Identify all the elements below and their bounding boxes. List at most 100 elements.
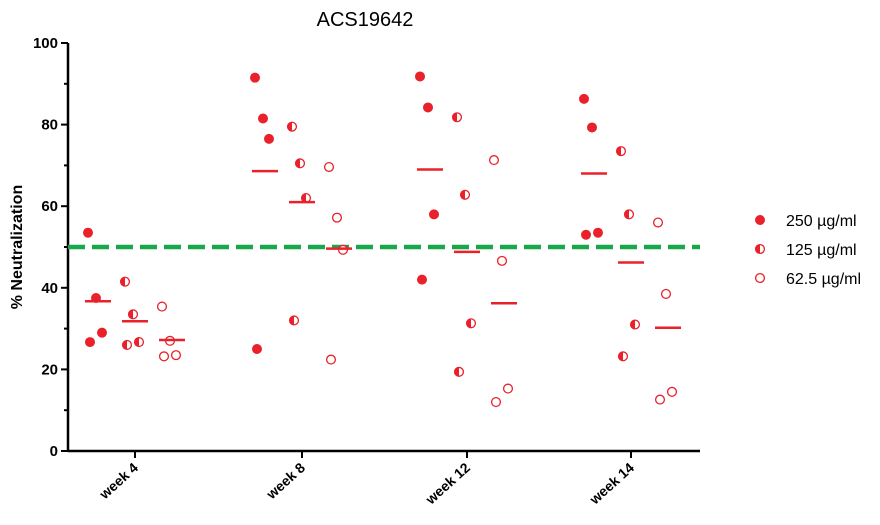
marker-shape xyxy=(83,227,93,238)
data-point xyxy=(97,327,107,338)
marker-shape xyxy=(325,354,337,365)
legend-marker xyxy=(754,243,766,255)
marker-shape xyxy=(156,301,168,312)
marker-shape xyxy=(754,272,766,284)
marker-shape xyxy=(170,350,182,361)
marker-shape xyxy=(85,337,95,348)
y-axis-label: % Neutralization xyxy=(9,185,26,309)
data-point xyxy=(121,339,133,350)
marker-half xyxy=(301,193,306,203)
data-point xyxy=(451,112,463,123)
marker-shape xyxy=(158,351,170,362)
legend: 250 µg/ml 125 µg/ml 62.5 µg/ml xyxy=(754,213,861,288)
data-point xyxy=(415,71,425,82)
data-point xyxy=(654,394,666,405)
legend-label: 250 µg/ml xyxy=(786,213,857,230)
data-point xyxy=(331,212,343,223)
marker-shape xyxy=(488,155,500,166)
x-tick-label: week 4 xyxy=(95,459,141,502)
marker-half xyxy=(122,340,127,350)
data-point xyxy=(429,209,439,220)
data-point xyxy=(453,366,465,377)
legend-marker xyxy=(755,215,765,225)
data-point xyxy=(300,192,312,204)
y-tick-label: 0 xyxy=(50,443,58,460)
data-point xyxy=(156,301,168,312)
marker-half xyxy=(616,146,621,156)
data-point xyxy=(652,217,664,228)
data-point xyxy=(264,133,274,144)
marker-half xyxy=(618,351,623,361)
data-point xyxy=(502,383,514,394)
legend-label: 62.5 µg/ml xyxy=(786,271,861,288)
marker-shape xyxy=(579,93,589,104)
marker-half xyxy=(287,122,292,132)
y-tick-label: 80 xyxy=(41,117,58,134)
data-point xyxy=(119,276,131,287)
marker-shape xyxy=(654,394,666,405)
data-point xyxy=(170,350,182,361)
data-point xyxy=(593,227,603,238)
marker-shape xyxy=(587,122,597,133)
marker-half xyxy=(452,112,457,122)
marker-shape xyxy=(423,102,433,113)
marker-half xyxy=(630,320,635,329)
marker-half xyxy=(134,337,139,347)
y-tick-label: 40 xyxy=(41,280,58,297)
marker-shape xyxy=(660,288,672,299)
marker-half xyxy=(466,318,471,328)
marker-shape xyxy=(258,113,268,124)
y-tick-label: 60 xyxy=(41,198,58,215)
data-point xyxy=(488,155,500,166)
data-point xyxy=(133,337,145,348)
data-point xyxy=(617,351,629,362)
data-point xyxy=(629,319,641,330)
data-point xyxy=(258,113,268,124)
marker-half xyxy=(289,316,294,325)
data-point xyxy=(579,93,589,104)
marker-shape xyxy=(250,72,260,83)
marker-shape xyxy=(323,161,335,173)
marker-shape xyxy=(666,386,678,397)
marker-shape xyxy=(496,255,508,266)
marker-shape xyxy=(331,212,343,223)
data-point xyxy=(325,354,337,365)
x-tick-label: week 14 xyxy=(586,459,638,508)
data-point xyxy=(417,274,427,285)
data-point xyxy=(623,209,635,220)
marker-shape xyxy=(593,227,603,238)
marker-shape xyxy=(755,215,765,225)
data-point xyxy=(496,255,508,266)
marker-half xyxy=(295,158,300,168)
legend-label: 125 µg/ml xyxy=(786,242,857,259)
data-point xyxy=(490,396,502,408)
marker-shape xyxy=(502,383,514,394)
chart-title: ACS19642 xyxy=(317,9,414,31)
marker-half xyxy=(624,209,629,219)
data-point xyxy=(158,351,170,362)
y-tick-label: 20 xyxy=(41,361,58,378)
data-point xyxy=(286,121,298,132)
marker-half xyxy=(128,309,133,319)
x-tick-label: week 12 xyxy=(422,459,474,508)
data-point xyxy=(127,309,139,320)
y-tick-label: 100 xyxy=(33,35,58,52)
marker-shape xyxy=(264,133,274,144)
data-point xyxy=(252,344,262,354)
marker-shape xyxy=(252,344,262,354)
marker-shape xyxy=(415,71,425,82)
x-tick-label: week 8 xyxy=(262,459,308,502)
data-point xyxy=(615,146,627,157)
data-point xyxy=(83,227,93,238)
legend-marker xyxy=(754,272,766,284)
data-point xyxy=(294,158,306,169)
marker-shape xyxy=(490,396,502,408)
marker-half xyxy=(454,367,459,377)
data-point xyxy=(459,189,471,200)
data-point xyxy=(581,229,591,240)
data-marks xyxy=(83,71,681,408)
marker-half xyxy=(755,244,760,254)
marker-shape xyxy=(417,274,427,285)
data-point xyxy=(250,72,260,83)
